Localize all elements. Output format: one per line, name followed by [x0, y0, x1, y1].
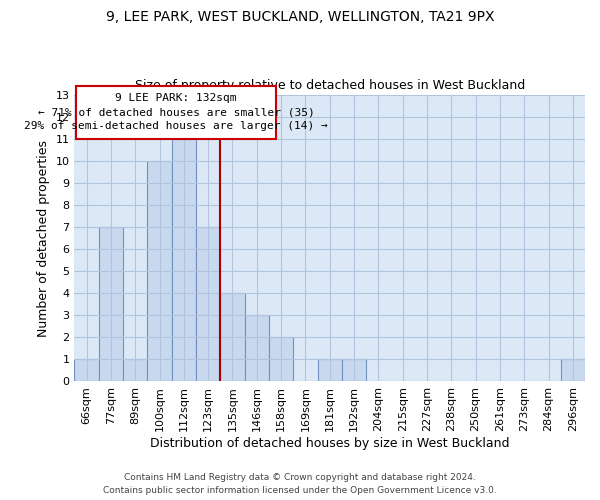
Bar	[148, 161, 172, 382]
Bar	[123, 360, 148, 382]
Bar	[269, 338, 293, 382]
Bar	[245, 316, 269, 382]
FancyBboxPatch shape	[76, 86, 276, 138]
Text: 9, LEE PARK, WEST BUCKLAND, WELLINGTON, TA21 9PX: 9, LEE PARK, WEST BUCKLAND, WELLINGTON, …	[106, 10, 494, 24]
Y-axis label: Number of detached properties: Number of detached properties	[37, 140, 50, 336]
Bar	[99, 227, 123, 382]
Text: 9 LEE PARK: 132sqm
← 71% of detached houses are smaller (35)
29% of semi-detache: 9 LEE PARK: 132sqm ← 71% of detached hou…	[24, 93, 328, 131]
Title: Size of property relative to detached houses in West Buckland: Size of property relative to detached ho…	[134, 79, 525, 92]
Bar	[172, 138, 196, 382]
Bar	[74, 360, 99, 382]
Bar	[317, 360, 342, 382]
Bar	[196, 227, 220, 382]
Bar	[220, 293, 245, 382]
X-axis label: Distribution of detached houses by size in West Buckland: Distribution of detached houses by size …	[150, 437, 509, 450]
Bar	[342, 360, 366, 382]
Bar	[560, 360, 585, 382]
Text: Contains HM Land Registry data © Crown copyright and database right 2024.
Contai: Contains HM Land Registry data © Crown c…	[103, 474, 497, 495]
